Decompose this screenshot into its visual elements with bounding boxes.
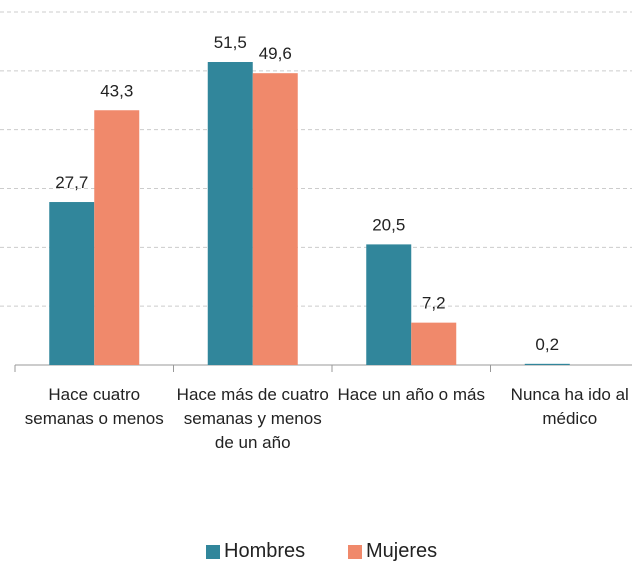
bar	[94, 110, 140, 365]
data-label: 20,5	[372, 215, 405, 234]
data-label: 27,7	[55, 173, 88, 192]
legend-item: Hombres	[206, 540, 305, 563]
data-label: 51,5	[214, 33, 247, 52]
data-label: 7,2	[422, 294, 446, 313]
data-label: 43,3	[100, 81, 133, 100]
legend-swatch	[348, 544, 362, 559]
legend-label: Mujeres	[366, 540, 438, 562]
data-label: 0,2	[535, 335, 559, 354]
x-tick-label: Hace cuatro semanas o menos	[24, 385, 164, 428]
x-tick-label: Hace más de cuatro semanas y menos de un…	[176, 385, 329, 452]
bar	[411, 322, 457, 365]
legend-label: Hombres	[224, 540, 306, 562]
data-label: 49,6	[259, 44, 292, 63]
bar	[524, 363, 570, 365]
bar	[207, 62, 253, 366]
legend-swatch	[206, 544, 220, 559]
bar	[252, 73, 298, 365]
bar	[49, 202, 95, 365]
legend-item: Mujeres	[348, 540, 437, 563]
bar	[366, 244, 412, 365]
x-tick-label: Hace un año o más	[337, 385, 485, 404]
x-tick-label: Nunca ha ido al médico	[510, 385, 629, 428]
